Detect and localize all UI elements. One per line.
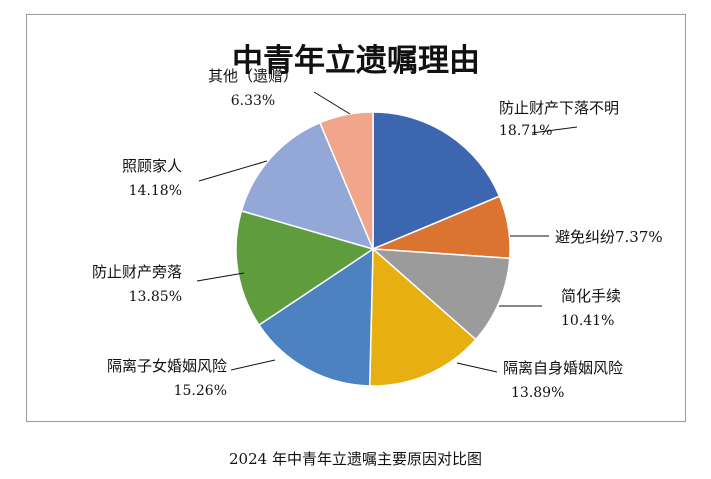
slice-label: 其他（遗赠） [208,67,298,85]
figure-caption: 2024 年中青年立遗嘱主要原因对比图 [229,450,482,468]
slice-value-label: 18.71% [499,123,552,139]
leader-line [230,359,276,371]
slice-label: 隔离子女婚姻风险 [107,357,227,375]
slice-label: 防止财产旁落 [92,263,182,281]
slice-value-label: 6.33% [231,93,275,109]
leader-line [196,272,245,282]
chart-frame: 中青年立遗嘱理由 防止财产下落不明 18.71% 避免纠纷7.37% 简化手续 10.4… [26,14,686,422]
pie-slice [240,121,375,251]
slice-label: 隔离自身婚姻风险 [503,359,623,377]
pie-slice [257,247,374,387]
slice-value-label: 15.26% [174,383,227,399]
leader-line [313,91,351,115]
leader-line [456,362,498,373]
slice-label: 简化手续 [561,287,621,305]
pie-slice [368,247,477,387]
pie-slice [370,248,511,341]
slice-value-label: 10.41% [561,313,614,329]
slice-value-label: 14.18% [129,183,182,199]
slice-label: 避免纠纷7.37% [555,228,663,246]
pie-slice [372,111,501,251]
slice-label: 照顾家人 [122,157,182,175]
pie-chart: 防止财产下落不明 18.71% 避免纠纷7.37% 简化手续 10.41% 隔离自身婚姻风… [92,67,663,401]
chart-title: 中青年立遗嘱理由 [232,43,480,79]
pie-slice [318,111,374,250]
slice-label: 防止财产下落不明 [499,99,619,117]
leader-line [198,160,268,182]
slice-value-label: 13.89% [511,385,564,401]
slice-value-label: 13.85% [129,289,182,305]
leader-line [531,126,578,134]
